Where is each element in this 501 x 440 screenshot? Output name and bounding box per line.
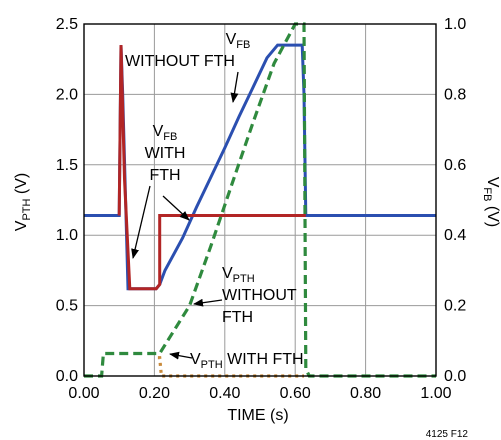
y-right-tick-label: 0.8 bbox=[444, 86, 466, 103]
y-right-tick-label: 1.0 bbox=[444, 16, 466, 33]
annotation-text: V bbox=[153, 123, 164, 140]
left-axis-label-sub: PTH bbox=[21, 198, 33, 220]
annotation-text: WITH bbox=[145, 145, 186, 162]
annotation-text-tail: WITH FTH bbox=[223, 351, 304, 368]
x-tick-label: 0.80 bbox=[350, 385, 381, 402]
y-left-tick-label: 2.0 bbox=[56, 86, 78, 103]
annotation-3-line-3: FTH bbox=[222, 309, 253, 326]
annotation-arrow bbox=[169, 351, 193, 360]
right-axis-label-sub: FB bbox=[481, 187, 493, 201]
y-left-tick-label: 1.5 bbox=[56, 157, 78, 174]
y-left-tick-label: 1.0 bbox=[56, 227, 78, 244]
annotation-2-line-1: VFB bbox=[153, 123, 178, 143]
y-right-tick-label: 0.0 bbox=[444, 368, 466, 385]
annotation-3-line-1: VPTH bbox=[222, 265, 255, 285]
left-axis-label-unit: (V) bbox=[13, 173, 30, 199]
annotation-4-line-1: VPTH WITH FTH bbox=[190, 351, 304, 371]
annotation-arrow bbox=[230, 71, 239, 103]
annotation-text: V bbox=[222, 265, 233, 282]
y-left-tick-label: 0.5 bbox=[56, 298, 78, 315]
annotation-subscript: FB bbox=[163, 131, 177, 143]
annotation-text: WITHOUT bbox=[222, 287, 297, 304]
x-tick-label: 1.00 bbox=[420, 385, 451, 402]
annotation-text: V bbox=[226, 31, 237, 48]
annotation-text: FTH bbox=[149, 167, 180, 184]
x-tick-label: 0.20 bbox=[139, 385, 170, 402]
left-axis-label-main: V bbox=[13, 220, 30, 231]
annotation-1-line-2: WITHOUT FTH bbox=[125, 53, 235, 70]
left-axis-label: VPTH (V) bbox=[13, 173, 33, 231]
series-line-3 bbox=[84, 22, 436, 378]
tick-labels: 0.00 0.20 0.40 0.60 0.80 1.000.00.51.01.52.02… bbox=[56, 16, 467, 402]
x-tick-label: 0.00 bbox=[68, 385, 99, 402]
annotation-arrow bbox=[193, 298, 223, 307]
annotation-2-line-2: WITH bbox=[145, 145, 186, 162]
series-line-2 bbox=[117, 45, 306, 291]
series-layer bbox=[84, 22, 436, 378]
annotation-arrow bbox=[162, 195, 190, 221]
right-axis-label-unit: (V) bbox=[484, 201, 501, 227]
right-axis-label-main: V bbox=[484, 177, 501, 188]
y-left-tick-label: 0.0 bbox=[56, 368, 78, 385]
y-right-tick-label: 0.2 bbox=[444, 298, 466, 315]
series-line-1 bbox=[84, 43, 436, 291]
annotation-1-line-1: VFB bbox=[226, 31, 251, 51]
annotation-arrow bbox=[131, 185, 151, 259]
y-right-tick-label: 0.6 bbox=[444, 157, 466, 174]
plot-frame bbox=[83, 23, 437, 377]
annotation-text: V bbox=[190, 351, 201, 368]
grid bbox=[84, 24, 436, 376]
annotation-subscript: FB bbox=[236, 39, 250, 51]
x-tick-label: 0.60 bbox=[280, 385, 311, 402]
annotation-3-line-2: WITHOUT bbox=[222, 287, 297, 304]
annotation-text: WITHOUT FTH bbox=[125, 53, 235, 70]
y-left-tick-label: 2.5 bbox=[56, 16, 78, 33]
annotation-2-line-3: FTH bbox=[149, 167, 180, 184]
annotation-text: FTH bbox=[222, 309, 253, 326]
y-right-tick-label: 0.4 bbox=[444, 227, 466, 244]
annotation-subscript: PTH bbox=[201, 359, 223, 371]
x-tick-label: 0.40 bbox=[209, 385, 240, 402]
right-axis-label: VFB (V) bbox=[481, 177, 501, 228]
figure-id: 4125 F12 bbox=[426, 429, 469, 440]
x-axis-label: TIME (s) bbox=[227, 407, 288, 424]
annotation-subscript: PTH bbox=[233, 273, 255, 285]
